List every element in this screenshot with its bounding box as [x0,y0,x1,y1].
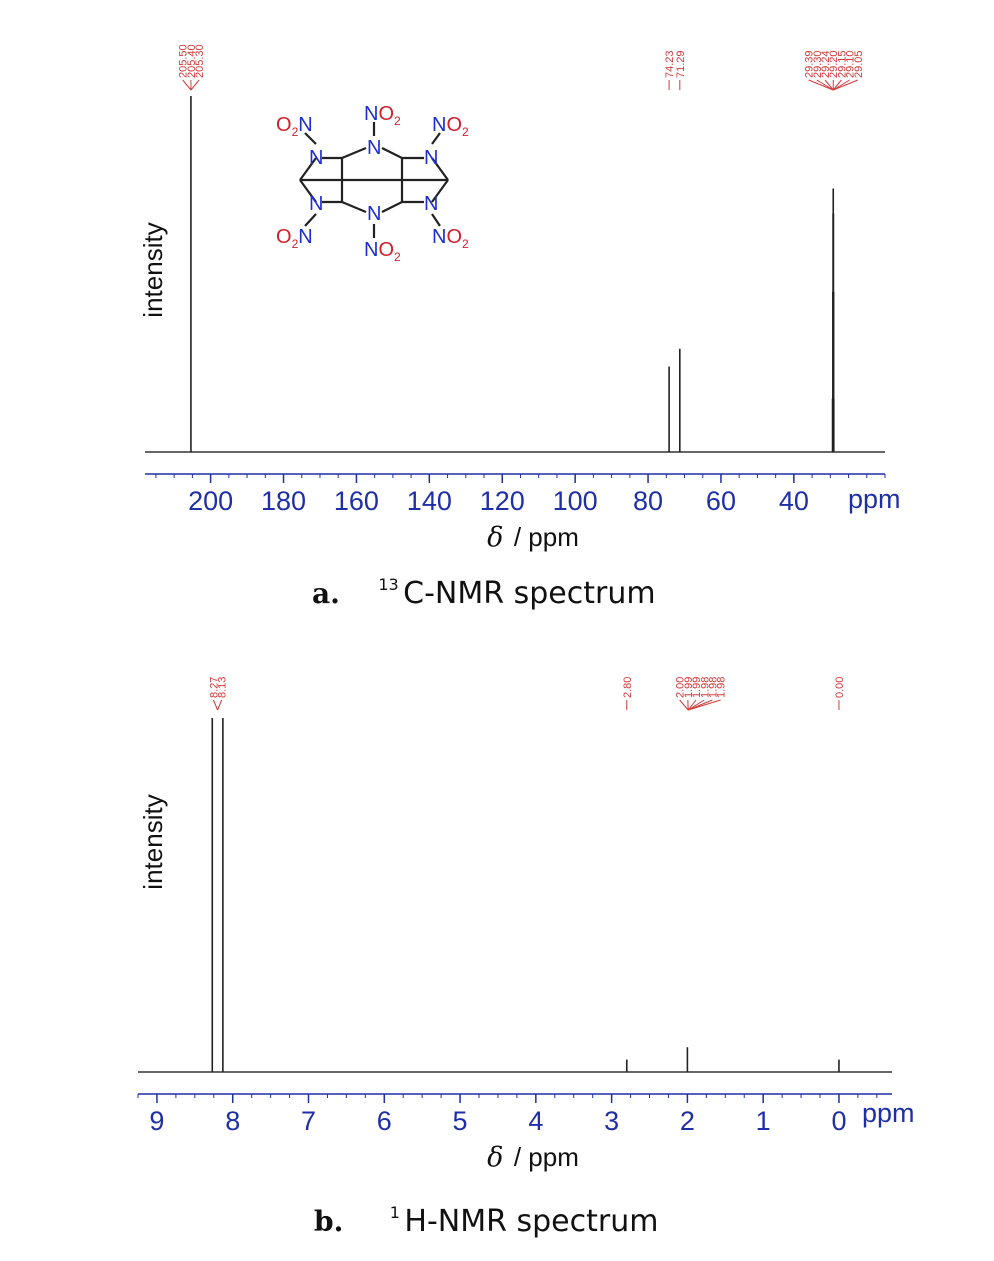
c13-tick-label: 200 [188,486,233,516]
nitro-group-bottom-right: NO2 [432,226,469,251]
c13-peak-value-label: 74.23 [664,50,676,78]
c13-tick-label: 180 [261,486,306,516]
atom-n-3: N [367,137,381,159]
h1-peak-value-label: 1.98 [707,677,719,698]
c13-major-ticks [209,474,795,483]
h1-peak-value-label: 2.80 [622,677,634,698]
h1-peak-leader-line [688,699,721,711]
c13-tick-label: 40 [779,486,809,516]
c13-tick-label: 100 [553,486,598,516]
h1-tick-label: 7 [301,1106,316,1136]
c13-tick-labels: 200 180 160 140 120 100 80 60 40 [188,486,809,516]
c13-peak-leader-line [833,79,859,91]
h1-peak-leader-line [217,699,223,711]
c13-peak-value-label: 29.30 [812,50,824,78]
c13-peak-value-label: 205.40 [186,44,198,78]
nitro-group-bottom-center: NO2 [364,239,401,264]
h1-tick-label: 3 [604,1106,619,1136]
nitro-group-top-right: NO2 [432,114,469,139]
c13-x-axis-label: / ppm [514,522,579,552]
atom-n-5: N [424,147,438,169]
c13-peak-value-label: 29.39 [804,50,816,78]
c13-peak-leader-line [808,79,834,91]
h1-tick-label: 2 [680,1106,695,1136]
c13-peak-value-label: 71.29 [675,50,687,78]
h1-peak-value-label: 1.98 [699,677,711,698]
h1-y-axis-title: intensity [138,794,168,889]
c13-minor-ticks [155,474,886,478]
c13-peak-leader-line [190,79,200,91]
h1-tick-label: 4 [528,1106,543,1136]
atom-n-2: N [309,193,323,215]
c13-peak-leader-line [824,79,834,91]
h1-peak-labels: 8.278.13 2.80 2.001.991.991.981.981.98 0.00 [208,677,846,711]
c13-tick-label: 80 [633,486,663,516]
h1-x-axis-label: / ppm [514,1142,579,1172]
h1-x-axis-title: δ / ppm [487,1142,579,1173]
h1-tick-label: 5 [453,1106,468,1136]
h1-peak-value-label: 1.98 [716,677,728,698]
c13-peak-leader-line [816,79,834,91]
c13-caption-letter: a. [312,577,340,610]
c13-tick-label: 140 [407,486,452,516]
c13-x-axis-title: δ / ppm [487,522,579,553]
h1-caption-sup: 1 [390,1203,400,1222]
h1-tick-label: 0 [831,1106,846,1136]
c13-tick-label: 120 [480,486,525,516]
h1-nmr-panel: intensity 9 8 7 6 5 4 3 2 1 0 ppm δ / ppm 8.278.1… [137,677,915,1239]
h1-tick-label: 6 [377,1106,392,1136]
c13-y-axis-title: intensity [138,222,168,317]
c13-axis-unit: ppm [848,484,901,514]
c13-peak-value-label: 205.50 [178,44,190,78]
h1-tick-labels: 9 8 7 6 5 4 3 2 1 0 [149,1106,846,1136]
h1-peak-value-label: 8.27 [208,677,220,698]
h1-spectrum-peaks [211,718,840,1072]
c13-peak-value-label: 29.05 [853,50,865,78]
h1-tick-label: 1 [756,1106,771,1136]
h1-peak-value-label: 1.99 [691,677,703,698]
h1-peak-leader-line [687,699,705,711]
h1-axis-unit: ppm [862,1098,915,1128]
h1-tick-label: 9 [149,1106,164,1136]
h1-x-axis-delta: δ [487,1142,503,1173]
h1-caption: b. 1 H-NMR spectrum [314,1203,658,1239]
c13-peak-value-label: 29.20 [828,50,840,78]
atom-n-4: N [367,203,381,225]
nitro-group-top-left: O2N [276,114,313,139]
h1-peak-leader-line [213,699,219,711]
h1-peak-leader-line [687,699,697,711]
atom-n-6: N [424,193,438,215]
c13-peak-value-label: 29.10 [845,50,857,78]
c13-peak-value-label: 29.15 [836,50,848,78]
c13-peak-leader-line [832,79,842,91]
nitro-group-bottom-left: O2N [276,226,313,251]
h1-peak-value-label: 8.13 [217,677,229,698]
c13-peak-leader-line [182,79,192,91]
atom-n-1: N [309,147,323,169]
c13-caption-sup: 13 [378,575,398,594]
c13-tick-label: 60 [706,486,736,516]
c13-caption: a. 13 C-NMR spectrum [312,575,656,611]
c13-peak-leader-line [832,79,850,91]
c13-peak-value-label: 205.30 [194,44,206,78]
h1-tick-label: 8 [225,1106,240,1136]
h1-caption-letter: b. [314,1205,343,1238]
h1-major-ticks [156,1094,840,1103]
h1-peak-value-label: 0.00 [834,677,846,698]
c13-caption-text: C-NMR spectrum [403,576,655,611]
c13-x-axis-delta: δ [487,522,503,553]
h1-peak-leader-line [679,699,689,711]
c13-tick-label: 160 [334,486,379,516]
c13-spectrum-peaks [190,96,835,452]
h1-caption-text: H-NMR spectrum [404,1204,658,1239]
c13-peak-value-label: 29.24 [820,50,832,78]
h1-peak-value-label: 2.00 [675,677,687,698]
h1-peak-value-label: 1.99 [683,677,695,698]
c13-nmr-panel: intensity 200 180 160 140 120 100 80 60 40 ppm δ… [138,44,901,611]
nitro-group-top-center: NO2 [364,103,401,128]
cl20-structure: N N N N N N O2N O2N NO2 NO2 NO2 [276,103,469,264]
